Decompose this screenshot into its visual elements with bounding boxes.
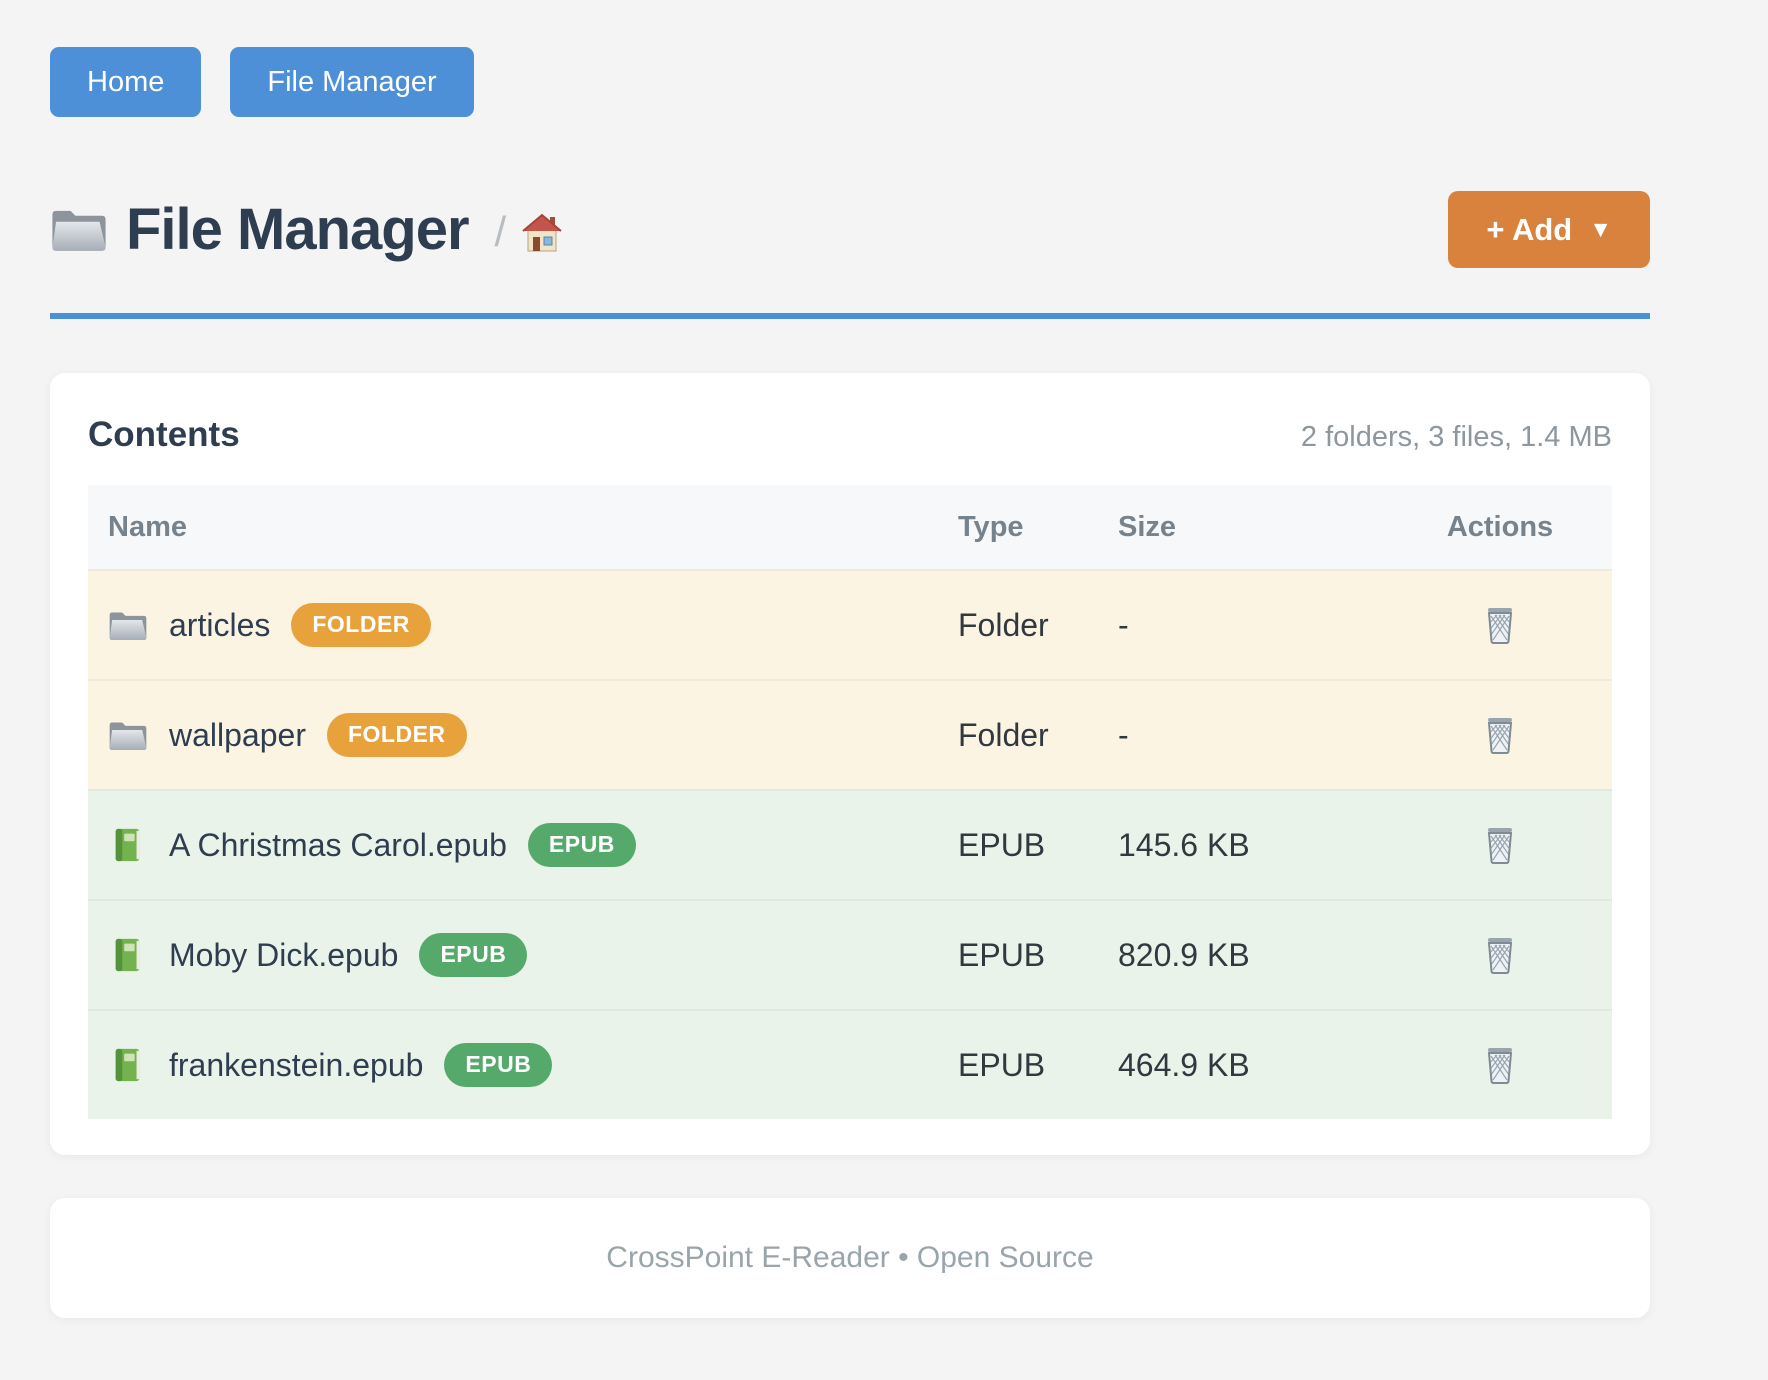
- table-row[interactable]: articles FOLDER Folder -: [88, 569, 1612, 679]
- trash-icon[interactable]: [1478, 711, 1522, 759]
- trash-icon[interactable]: [1478, 821, 1522, 869]
- file-name[interactable]: articles: [169, 606, 271, 643]
- nav-home-button[interactable]: Home: [50, 47, 202, 117]
- column-header-actions: Actions: [1446, 510, 1554, 543]
- type-badge: FOLDER: [291, 603, 431, 647]
- type-cell: EPUB: [958, 1046, 1046, 1083]
- type-cell: Folder: [958, 606, 1049, 643]
- table-row[interactable]: frankenstein.epub EPUB EPUB 464.9 KB: [88, 1009, 1612, 1119]
- footer-text: CrossPoint E-Reader • Open Source: [606, 1241, 1094, 1274]
- table-row[interactable]: wallpaper FOLDER Folder -: [88, 679, 1612, 789]
- column-header-name: Name: [108, 510, 187, 543]
- trash-icon[interactable]: [1478, 601, 1522, 649]
- file-table: Name Type Size Actions articles FOLDER F…: [88, 485, 1612, 1119]
- size-cell: -: [1118, 606, 1129, 643]
- type-badge: EPUB: [527, 823, 636, 867]
- green-book-icon: [115, 938, 140, 972]
- type-badge: FOLDER: [326, 713, 467, 757]
- caret-down-icon: ▼: [1589, 216, 1612, 242]
- folder-icon: [109, 722, 147, 750]
- table-header-row: Name Type Size Actions: [88, 485, 1612, 569]
- type-cell: EPUB: [958, 826, 1046, 863]
- breadcrumb-separator: /: [494, 208, 507, 256]
- page-header: File Manager / + Add ▼: [50, 191, 1650, 268]
- file-name[interactable]: frankenstein.epub: [169, 1046, 424, 1083]
- size-cell: 464.9 KB: [1118, 1046, 1250, 1083]
- column-header-size: Size: [1118, 510, 1177, 543]
- trash-icon[interactable]: [1478, 1041, 1522, 1089]
- add-button-label: + Add: [1486, 211, 1573, 247]
- size-cell: -: [1118, 716, 1129, 753]
- file-name[interactable]: Moby Dick.epub: [169, 936, 399, 973]
- type-cell: Folder: [958, 716, 1049, 753]
- green-book-icon: [115, 1048, 140, 1082]
- page-title: File Manager: [126, 196, 470, 262]
- footer-card: CrossPoint E-Reader • Open Source: [50, 1198, 1650, 1318]
- breadcrumb: File Manager /: [50, 196, 1448, 262]
- file-name[interactable]: A Christmas Carol.epub: [169, 826, 507, 863]
- folder-icon: [52, 211, 106, 252]
- contents-card: Contents 2 folders, 3 files, 1.4 MB Name…: [50, 373, 1650, 1155]
- size-cell: 820.9 KB: [1118, 936, 1250, 973]
- table-row[interactable]: A Christmas Carol.epub EPUB EPUB 145.6 K…: [88, 789, 1612, 899]
- trash-icon[interactable]: [1478, 931, 1522, 979]
- contents-summary: 2 folders, 3 files, 1.4 MB: [1300, 421, 1612, 453]
- type-badge: EPUB: [419, 933, 528, 977]
- table-row[interactable]: Moby Dick.epub EPUB EPUB 820.9 KB: [88, 899, 1612, 1009]
- green-book-icon: [115, 828, 140, 862]
- home-icon[interactable]: [520, 212, 564, 254]
- file-name[interactable]: wallpaper: [169, 716, 306, 753]
- top-nav: Home File Manager: [50, 47, 1650, 117]
- type-badge: EPUB: [444, 1043, 553, 1087]
- size-cell: 145.6 KB: [1118, 826, 1250, 863]
- nav-file-manager-button[interactable]: File Manager: [230, 47, 474, 117]
- folder-icon: [109, 612, 147, 640]
- contents-title: Contents: [88, 415, 240, 454]
- add-button[interactable]: + Add ▼: [1448, 191, 1650, 268]
- page-container: Home File Manager File Manager / + Add ▼: [50, 0, 1650, 1318]
- column-header-type: Type: [958, 510, 1024, 543]
- type-cell: EPUB: [958, 936, 1046, 973]
- title-divider: [50, 313, 1650, 319]
